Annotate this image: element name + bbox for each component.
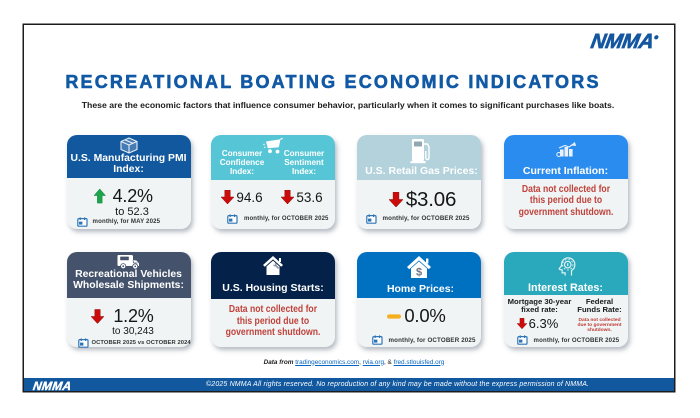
svg-text:$: $: [415, 267, 421, 279]
